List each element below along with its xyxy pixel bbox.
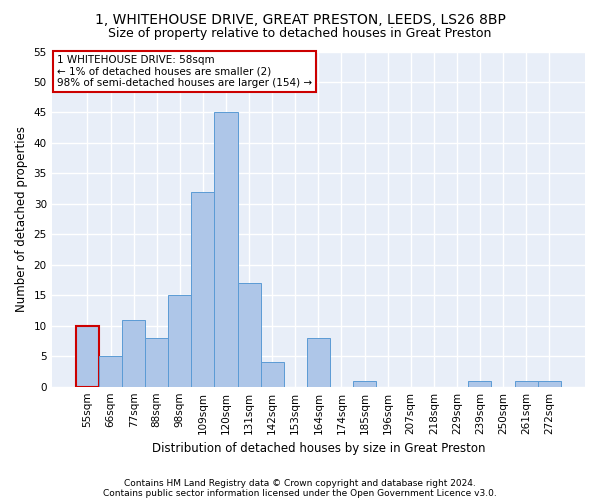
Text: Contains public sector information licensed under the Open Government Licence v3: Contains public sector information licen… [103, 488, 497, 498]
Bar [168, 296, 191, 386]
Bar [238, 283, 260, 387]
Bar [145, 338, 168, 386]
Text: Size of property relative to detached houses in Great Preston: Size of property relative to detached ho… [109, 28, 491, 40]
Bar [307, 338, 330, 386]
Text: 1, WHITEHOUSE DRIVE, GREAT PRESTON, LEEDS, LS26 8BP: 1, WHITEHOUSE DRIVE, GREAT PRESTON, LEED… [95, 12, 505, 26]
Bar [469, 380, 491, 386]
Bar [191, 192, 214, 386]
Bar [214, 112, 238, 386]
Bar [260, 362, 284, 386]
Bar [99, 356, 122, 386]
Bar [76, 326, 99, 386]
Bar [353, 380, 376, 386]
Y-axis label: Number of detached properties: Number of detached properties [15, 126, 28, 312]
Text: 1 WHITEHOUSE DRIVE: 58sqm
← 1% of detached houses are smaller (2)
98% of semi-de: 1 WHITEHOUSE DRIVE: 58sqm ← 1% of detach… [57, 55, 312, 88]
Text: Contains HM Land Registry data © Crown copyright and database right 2024.: Contains HM Land Registry data © Crown c… [124, 478, 476, 488]
Bar [515, 380, 538, 386]
Bar [122, 320, 145, 386]
Bar [538, 380, 561, 386]
X-axis label: Distribution of detached houses by size in Great Preston: Distribution of detached houses by size … [152, 442, 485, 455]
